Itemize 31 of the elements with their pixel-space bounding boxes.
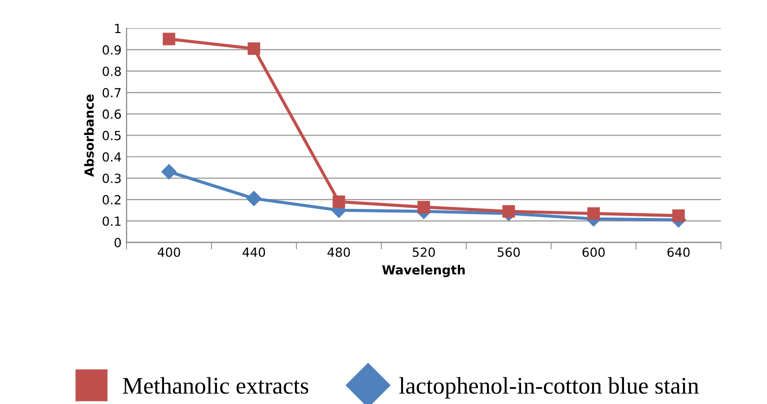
y-tick-label: 1 — [115, 24, 121, 34]
y-axis-title: Absorbance — [84, 94, 94, 177]
point — [502, 205, 515, 218]
y-tick-label: 0.9 — [102, 45, 121, 55]
point — [161, 164, 177, 180]
y-tick-label: 0.1 — [102, 216, 121, 226]
point — [587, 207, 600, 220]
point — [332, 195, 346, 208]
y-tick-label: 0.3 — [102, 174, 121, 184]
y-tick-label: 0.5 — [102, 130, 121, 140]
point — [672, 209, 685, 222]
x-tick-label: 520 — [412, 247, 435, 257]
y-tick-label: 0 — [114, 238, 121, 248]
point — [418, 200, 430, 214]
x-tick-label: 640 — [667, 247, 690, 257]
x-tick-label: 600 — [582, 247, 605, 257]
y-tick-label: 0.2 — [102, 195, 120, 205]
x-axis-title: Wavelength — [382, 264, 465, 278]
x-tick-label: 560 — [498, 247, 520, 257]
x-tick-label: 400 — [158, 247, 180, 257]
y-tick-label: 0.6 — [102, 109, 121, 119]
y-tick-label: 0.4 — [102, 152, 121, 162]
y-tick-label: 0.8 — [102, 66, 121, 76]
legend-label: Methanolic extracts — [122, 377, 308, 394]
x-tick-label: 440 — [242, 247, 266, 257]
x-tick-label: 480 — [328, 247, 350, 257]
y-tick-label: 0.7 — [102, 88, 121, 98]
point — [248, 42, 260, 55]
legend-label: lactophenol-in-cotton blue stain — [399, 377, 699, 399]
point — [162, 32, 176, 46]
point — [246, 190, 262, 206]
